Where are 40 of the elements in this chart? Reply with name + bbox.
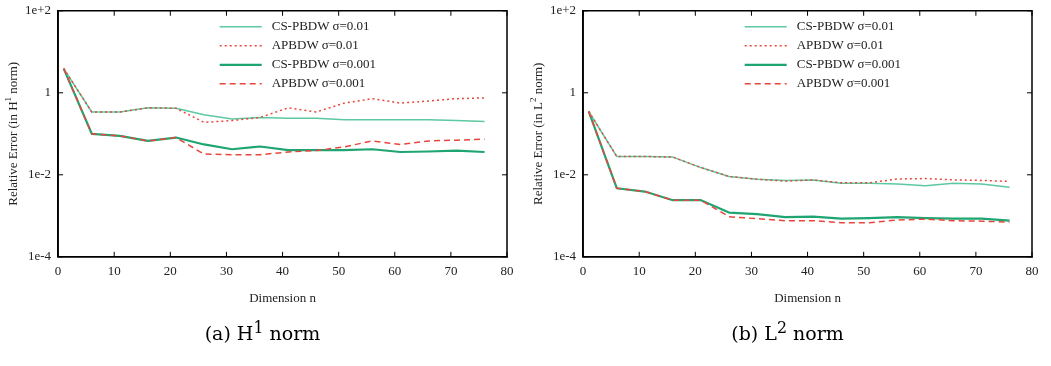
x-tick-label: 60 — [913, 263, 927, 279]
text: (b) L$^{2}$ norm — [730, 318, 845, 345]
y-tick-label: 1e-4 — [27, 248, 52, 264]
legend-label: APBDW σ=0.001 — [796, 75, 891, 91]
x-tick-label: 70 — [444, 263, 458, 279]
y-tick-label: 1e-2 — [552, 166, 577, 182]
y-tick-label: 1e+2 — [549, 2, 577, 18]
legend-label: CS-PBDW σ=0.01 — [271, 18, 370, 34]
x-tick-label: 10 — [632, 263, 646, 279]
x-tick-label: 40 — [801, 263, 815, 279]
y-tick-label: 1e+2 — [24, 2, 52, 18]
x-tick-label: 30 — [219, 263, 233, 279]
legend-label: APBDW σ=0.01 — [271, 37, 359, 53]
legend-label: APBDW σ=0.001 — [271, 75, 366, 91]
x-tick-label: 80 — [500, 263, 514, 279]
x-tick-label: 10 — [107, 263, 121, 279]
x-tick-label: 60 — [388, 263, 402, 279]
text: (a) H$^{1}$ norm — [203, 318, 322, 345]
y-tick-label: 1 — [44, 84, 52, 100]
x-axis-title: Dimension n — [774, 289, 842, 305]
x-tick-label: 70 — [969, 263, 983, 279]
y-tick-label: 1e-2 — [27, 166, 52, 182]
x-tick-label: 30 — [744, 263, 758, 279]
x-tick-label: 50 — [332, 263, 346, 279]
x-tick-label: 0 — [54, 263, 62, 279]
legend-label: CS-PBDW σ=0.01 — [796, 18, 895, 34]
x-tick-label: 20 — [163, 263, 177, 279]
x-tick-label: 0 — [579, 263, 587, 279]
y-tick-label: 1 — [569, 84, 577, 100]
y-axis-title: Relative Error (in H1 norm) — [3, 61, 21, 206]
x-tick-label: 80 — [1025, 263, 1039, 279]
legend-label: CS-PBDW σ=0.001 — [796, 56, 902, 72]
legend-label: APBDW σ=0.01 — [796, 37, 884, 53]
y-axis-title: Relative Error (in L2 norm) — [528, 62, 546, 205]
x-tick-label: 40 — [276, 263, 290, 279]
x-tick-label: 20 — [688, 263, 702, 279]
y-tick-label: 1e-4 — [552, 248, 577, 264]
x-axis-title: Dimension n — [249, 289, 317, 305]
legend-label: CS-PBDW σ=0.001 — [271, 56, 377, 72]
x-tick-label: 50 — [857, 263, 871, 279]
